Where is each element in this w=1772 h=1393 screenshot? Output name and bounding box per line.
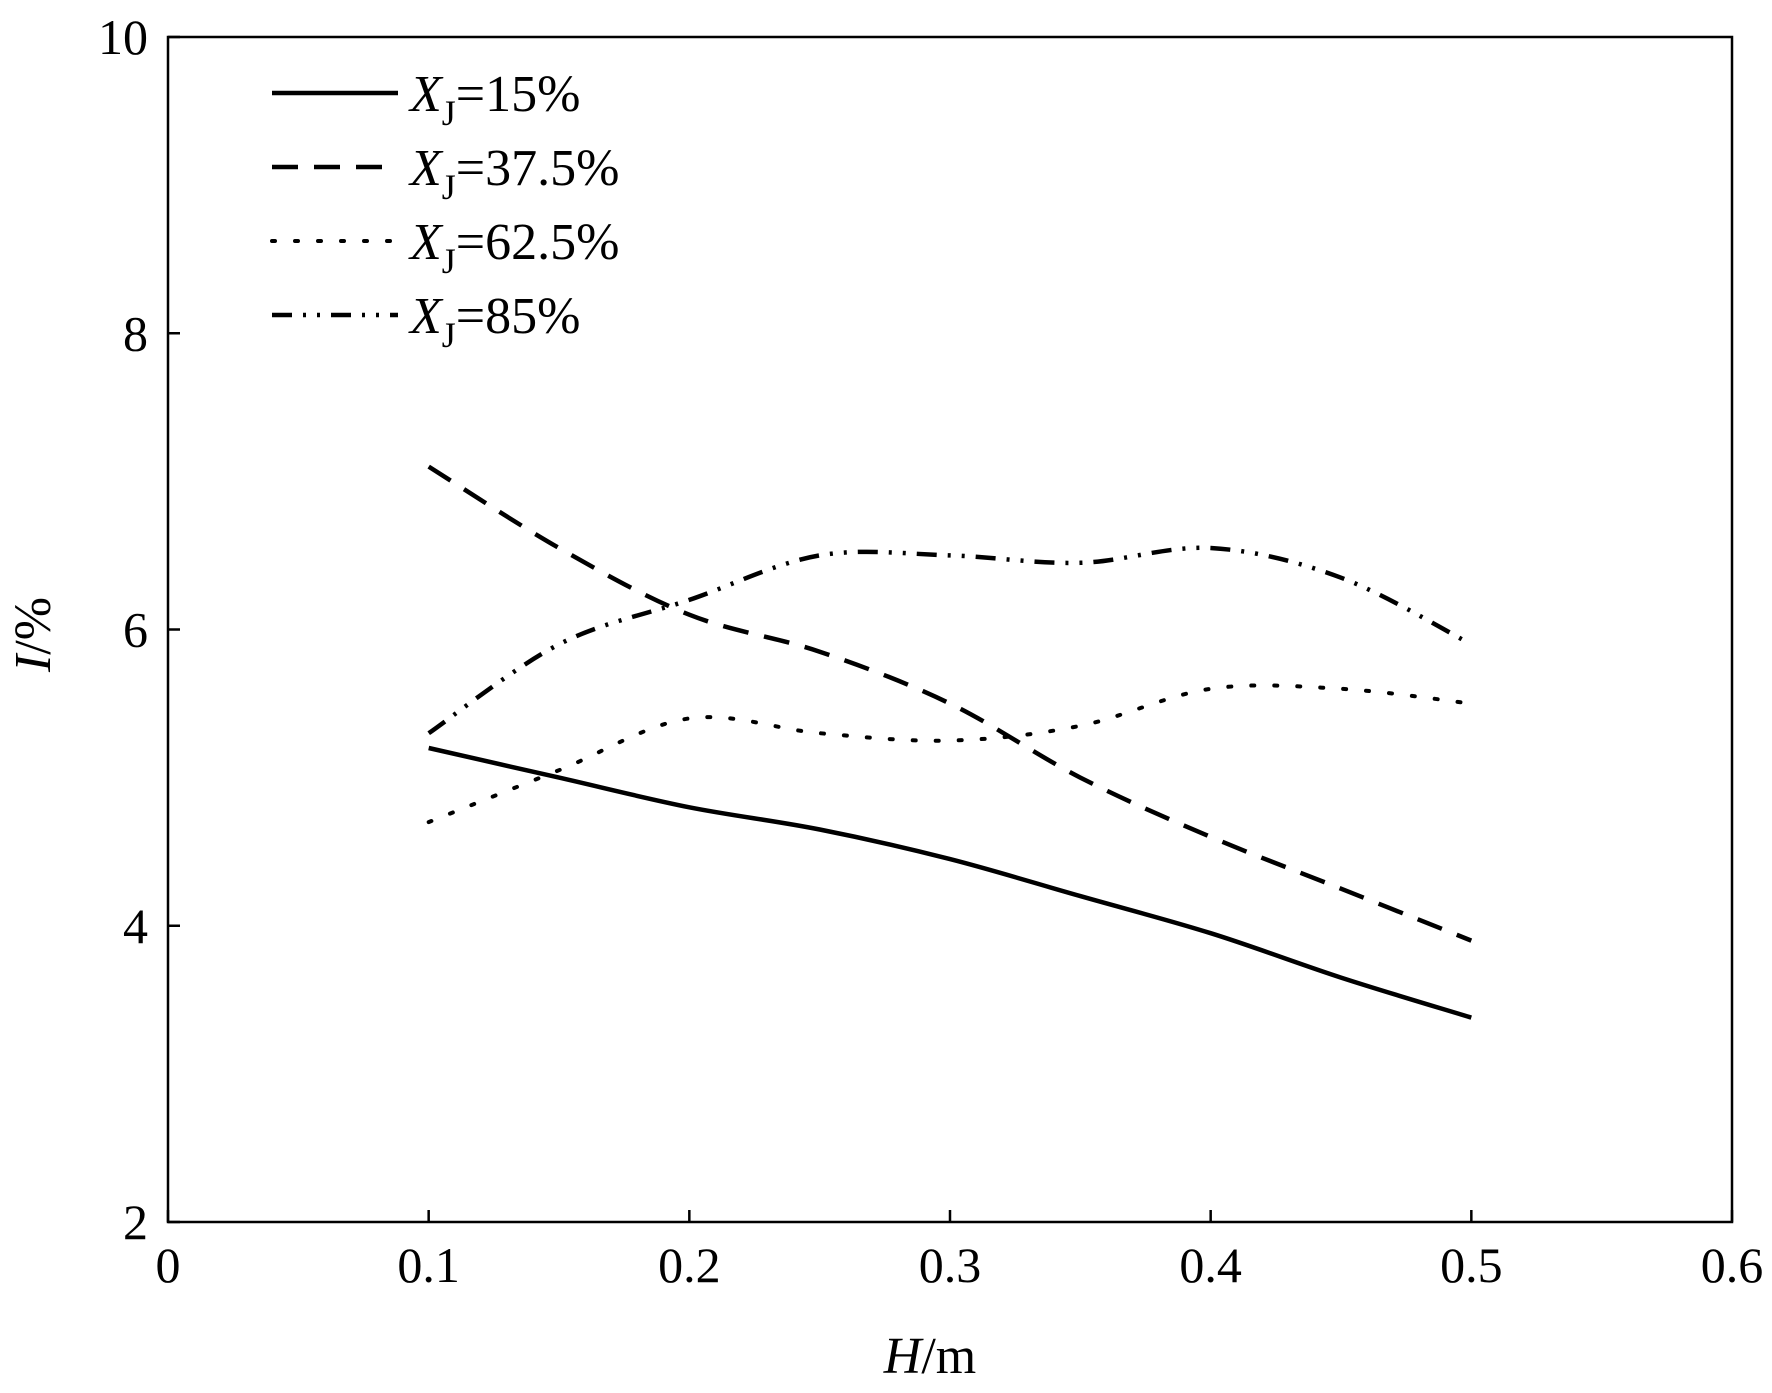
series-lines: [426, 464, 1474, 1020]
legend-sub: J: [442, 315, 456, 355]
legend-var: X: [408, 214, 444, 271]
legend-value: =62.5%: [456, 214, 620, 271]
legend-value: =85%: [456, 288, 581, 345]
x-tick-label: 0.5: [1440, 1237, 1503, 1293]
y-tick-label: 2: [123, 1194, 148, 1250]
legend-sub: J: [442, 241, 456, 281]
legend-var: X: [408, 140, 444, 197]
x-tick-label: 0.6: [1701, 1237, 1764, 1293]
legend-value: =37.5%: [456, 140, 620, 197]
legend-sub: J: [442, 167, 456, 207]
series-line-3: [426, 683, 1474, 825]
legend-label-3: XJ=62.5%: [408, 214, 619, 281]
legend-value: =15%: [456, 66, 581, 123]
y-axis-label: I/%: [5, 597, 62, 673]
series-line-1: [428, 745, 1472, 1020]
legend-label-4: XJ=85%: [408, 288, 580, 355]
legend-var: X: [408, 66, 444, 123]
series-line-4: [427, 545, 1473, 736]
x-tick-label: 0.3: [919, 1237, 982, 1293]
x-tick-label: 0.4: [1179, 1237, 1242, 1293]
legend: XJ=15%XJ=37.5%XJ=62.5%XJ=85%: [270, 66, 619, 355]
y-axis-unit: /%: [5, 597, 62, 655]
x-tick-label: 0: [156, 1237, 181, 1293]
x-axis-var: H: [883, 1328, 924, 1385]
x-tick-label: 0.1: [397, 1237, 460, 1293]
y-tick-label: 6: [123, 602, 148, 658]
x-axis-unit: /m: [921, 1328, 976, 1385]
plot-frame: [166, 35, 1734, 1224]
y-axis-var: I: [5, 652, 62, 673]
axis-labels: H/m I/%: [5, 597, 976, 1385]
x-tick-label: 0.2: [658, 1237, 721, 1293]
series-line-2: [427, 464, 1473, 943]
y-tick-label: 4: [123, 898, 148, 954]
legend-sub: J: [442, 93, 456, 133]
legend-label-1: XJ=15%: [408, 66, 580, 133]
axes: 0 0.1 0.2 0.3 0.4 0.5 0.6 2 4 6 8 10: [98, 9, 1763, 1293]
x-axis-label: H/m: [883, 1328, 976, 1385]
y-tick-label: 8: [123, 305, 148, 361]
y-tick-label: 10: [98, 9, 148, 65]
legend-var: X: [408, 288, 444, 345]
legend-label-2: XJ=37.5%: [408, 140, 619, 207]
